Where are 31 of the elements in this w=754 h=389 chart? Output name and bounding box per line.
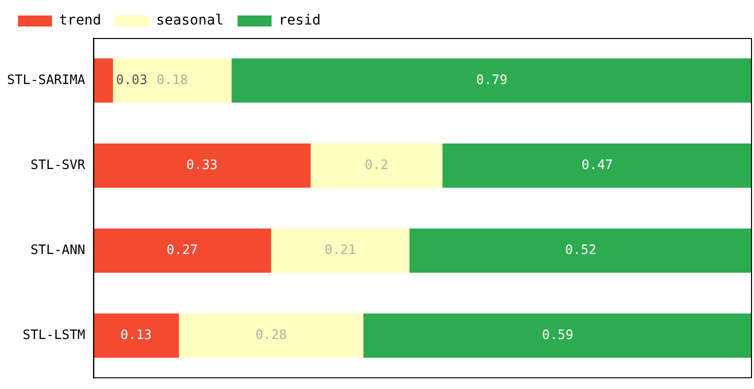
legend-label: resid [278, 12, 321, 29]
bar [93, 58, 114, 103]
legend-label: seasonal [156, 12, 224, 29]
bar [271, 228, 410, 273]
y-tick-label: STL-SVR [30, 158, 86, 173]
y-tick-label: STL-ANN [30, 243, 86, 258]
y-tick-label: STL-SARIMA [6, 72, 86, 88]
bar [113, 58, 232, 103]
data-label: 0.18 [156, 72, 188, 88]
bar [93, 228, 272, 273]
data-label: 0.03 [116, 72, 148, 88]
data-label: 0.21 [324, 243, 356, 258]
bar [93, 314, 179, 358]
bar [442, 143, 752, 188]
data-label: 0.79 [476, 72, 508, 88]
bar [93, 143, 311, 188]
bar [310, 143, 442, 188]
data-label: 0.28 [255, 328, 287, 344]
data-label: 0.47 [582, 158, 613, 173]
bar [363, 314, 752, 358]
data-label: 0.27 [166, 243, 198, 258]
y-tick-label: STL-LSTM [22, 328, 86, 344]
bar [409, 228, 752, 273]
data-label: 0.13 [120, 328, 152, 344]
data-label: 0.59 [542, 328, 574, 344]
bar [178, 314, 364, 358]
legend-label: trend [59, 12, 102, 29]
data-label: 0.52 [565, 243, 596, 258]
bar [232, 58, 752, 103]
data-label: 0.33 [186, 158, 218, 173]
data-label: 0.2 [364, 158, 388, 173]
